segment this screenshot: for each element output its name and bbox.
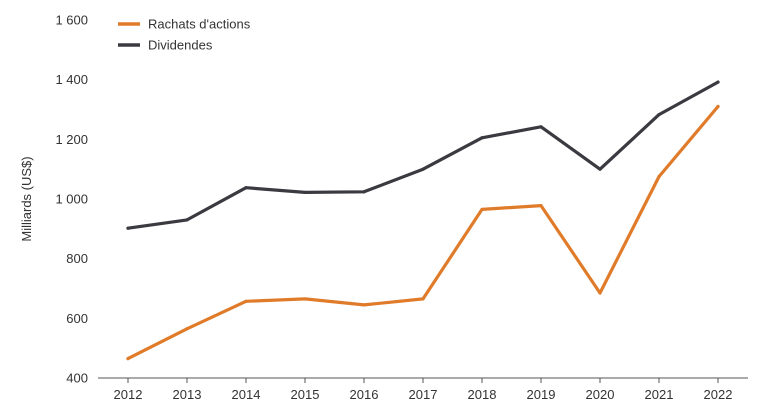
data-point <box>303 190 307 195</box>
x-tick-label: 2012 <box>114 387 143 402</box>
data-point <box>539 203 543 208</box>
y-axis: 400 600 800 1 000 1 200 1 400 1 600 <box>55 13 88 386</box>
x-tick-label: 2017 <box>409 387 438 402</box>
series-line-rachats <box>126 104 720 361</box>
data-point <box>657 112 661 117</box>
x-tick-label: 2018 <box>468 387 497 402</box>
y-tick-label: 1 200 <box>55 132 88 147</box>
x-tick-label: 2014 <box>232 387 261 402</box>
data-point <box>303 297 307 301</box>
data-point <box>244 299 248 303</box>
y-tick-label: 1 000 <box>55 192 88 207</box>
x-axis: 2012 2013 2014 2015 2016 2017 2018 2019 2020 2021… <box>98 377 748 402</box>
x-tick-label: 2022 <box>704 387 733 402</box>
y-tick-label: 800 <box>66 251 88 266</box>
data-point <box>657 175 661 179</box>
x-tick-label: 2019 <box>527 387 556 402</box>
data-point <box>421 297 425 301</box>
x-tick-label: 2016 <box>350 387 379 402</box>
x-tick-label: 2021 <box>645 387 674 402</box>
series-line-dividendes <box>126 80 720 230</box>
data-point <box>185 218 189 222</box>
y-tick-label: 600 <box>66 311 88 326</box>
legend-label: Rachats d'actions <box>148 17 251 32</box>
data-point <box>480 207 484 212</box>
data-point <box>362 190 366 194</box>
data-point <box>716 104 720 109</box>
data-point <box>126 226 130 230</box>
data-point <box>126 357 130 361</box>
data-point <box>539 125 543 129</box>
series-layer <box>126 80 720 361</box>
data-point <box>185 327 189 331</box>
legend: Rachats d'actions Dividendes <box>118 17 251 53</box>
x-tick-label: 2020 <box>586 387 615 402</box>
data-point <box>244 186 248 190</box>
y-tick-label: 1 600 <box>55 13 88 28</box>
data-point <box>362 303 366 307</box>
data-point <box>716 80 720 84</box>
y-tick-label: 400 <box>66 371 88 386</box>
data-point <box>598 291 602 295</box>
data-point <box>480 136 484 140</box>
y-axis-label: Milliards (US$) <box>19 156 34 241</box>
x-tick-label: 2013 <box>173 387 202 402</box>
legend-label: Dividendes <box>148 38 213 53</box>
y-tick-label: 1 400 <box>55 72 88 87</box>
data-point <box>598 167 602 171</box>
data-point <box>421 167 425 171</box>
x-tick-label: 2015 <box>291 387 320 402</box>
